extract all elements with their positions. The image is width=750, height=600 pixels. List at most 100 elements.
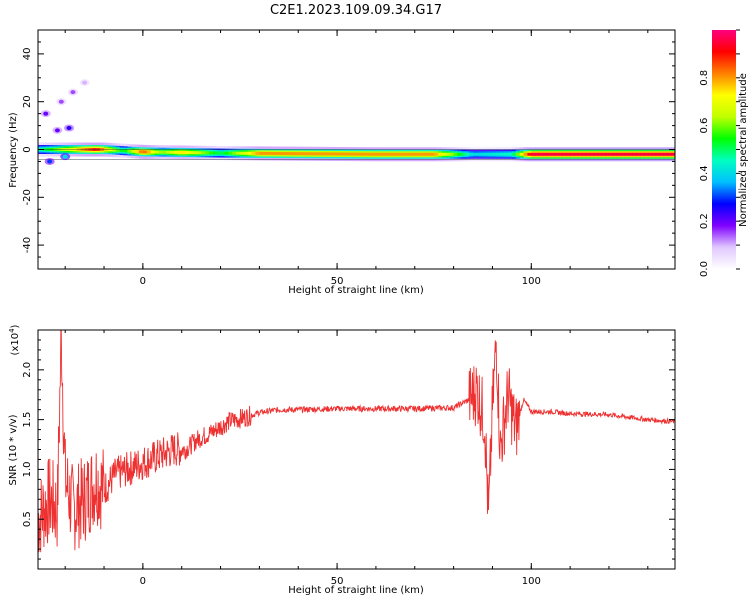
snr-panel: 0 50 100 0.5 1.0 1.5 2.0 Height of straight l… (8, 324, 676, 596)
x-tick-label: 50 (331, 576, 344, 587)
heatmap-cell (173, 150, 179, 154)
heatmap-cell (636, 152, 641, 156)
heatmap-cell (608, 152, 614, 156)
snr-scale-suffix: ) (10, 324, 21, 328)
y-tick-label: -40 (22, 237, 33, 253)
heatmap-cell (465, 152, 470, 156)
heatmap-cell (601, 152, 606, 156)
heatmap-cell (488, 152, 494, 156)
heatmap-blob-core (62, 154, 68, 159)
heatmap-cell (430, 152, 435, 156)
heatmap-cell (340, 152, 346, 156)
y-tick-label: 0.5 (22, 511, 33, 527)
heatmap-cell (500, 152, 505, 156)
heatmap-cell (216, 151, 222, 155)
figure-title: C2E1.2023.109.09.34.G17 (270, 3, 442, 18)
heatmap-cell (476, 152, 482, 156)
heatmap-cell (449, 152, 455, 156)
heatmap-cell (104, 148, 109, 152)
snr-y-ticks: 0.5 1.0 1.5 2.0 (22, 329, 675, 570)
heatmap-cell (566, 152, 571, 156)
heatmap-cell (298, 152, 303, 156)
heatmap-cell (107, 148, 113, 152)
colorbar-tick-label: 0.2 (699, 213, 710, 229)
heatmap-cell (546, 152, 552, 156)
heatmap-cell (228, 151, 233, 155)
heatmap-cell (119, 149, 125, 153)
heatmap-cell (123, 149, 128, 153)
colorbar-label: Normalized spectral amplitude (738, 73, 749, 227)
heatmap-cell (410, 152, 416, 156)
heatmap-cell (531, 152, 536, 156)
heatmap-cell (212, 151, 218, 155)
heatmap-cell (426, 152, 431, 156)
heatmap-cell (138, 150, 144, 154)
heatmap-cell (577, 152, 583, 156)
heatmap-cell (224, 151, 229, 155)
heatmap-cell (562, 152, 567, 156)
heatmap-cell (111, 148, 117, 152)
heatmap-cell (294, 152, 299, 156)
heatmap-blob-core (58, 99, 64, 104)
heatmap-cell (154, 150, 160, 154)
heatmap-cell (585, 152, 591, 156)
colorbar-tick-label: 0.0 (699, 261, 710, 277)
heatmap-cell (189, 151, 194, 155)
heatmap-cell (278, 152, 284, 156)
heatmap-cell (115, 148, 121, 152)
heatmap-blob-core (43, 111, 49, 116)
heatmap-cell (589, 152, 595, 156)
heatmap-cell (329, 152, 334, 156)
heatmap-cell (321, 152, 327, 156)
heatmap-cell (274, 152, 280, 156)
heatmap-cell (185, 151, 191, 155)
heatmap-blob-core (54, 128, 60, 133)
heatmap-cell (403, 152, 408, 156)
heatmap-cell (659, 152, 664, 156)
snr-scale-prefix: (x10 (10, 333, 21, 356)
heatmap-cell (127, 149, 132, 153)
heatmap-cell (597, 152, 602, 156)
snr-ylabel: SNR (10 * v/v) (8, 414, 19, 485)
heatmap-cell (251, 151, 257, 155)
colorbar-tick-label: 0.6 (699, 118, 710, 134)
snr-xlabel: Height of straight line (km) (288, 585, 424, 596)
heatmap-cell (496, 152, 501, 156)
heatmap-cell (504, 152, 509, 156)
heatmap-cell (302, 152, 307, 156)
heatmap-cell (667, 152, 672, 156)
heatmap-cell (368, 152, 373, 156)
heatmap-cell (360, 152, 365, 156)
heatmap-cell (663, 152, 668, 156)
heatmap-cell (484, 152, 490, 156)
heatmap-cell (593, 152, 598, 156)
colorbar-ticks: 0.0 0.2 0.4 0.6 0.8 (699, 29, 740, 277)
spectrogram-y-ticks: -40 -20 0 20 40 (22, 29, 675, 270)
x-tick-label: 100 (522, 576, 541, 587)
heatmap-cell (317, 152, 323, 156)
heatmap-cell (131, 149, 136, 153)
x-tick-label: 0 (140, 276, 146, 287)
heatmap-cell (399, 152, 404, 156)
heatmap-cell (620, 152, 626, 156)
heatmap-cell (259, 151, 264, 155)
heatmap-cell (356, 152, 361, 156)
heatmap-cell (558, 152, 563, 156)
colorbar-tick-label: 0.8 (699, 70, 710, 86)
heatmap-cell (162, 150, 167, 154)
heatmap-cell (290, 152, 295, 156)
heatmap-cell (632, 152, 637, 156)
y-tick-label: 1.0 (22, 461, 33, 477)
spectrogram-panel: 0 50 100 -40 -20 0 20 40 Height of straight li… (8, 29, 676, 296)
heatmap-cell (418, 152, 424, 156)
heatmap-cell (236, 151, 241, 155)
heatmap-cell (197, 151, 202, 155)
heatmap-cell (624, 152, 629, 156)
heatmap-band-layer (38, 148, 675, 156)
heatmap-cell (441, 152, 447, 156)
heatmap-cell (333, 152, 338, 156)
heatmap-cell (158, 150, 163, 154)
y-tick-label: 0 (22, 146, 33, 152)
colorbar-gradient (712, 30, 736, 269)
y-tick-label: 40 (22, 48, 33, 61)
